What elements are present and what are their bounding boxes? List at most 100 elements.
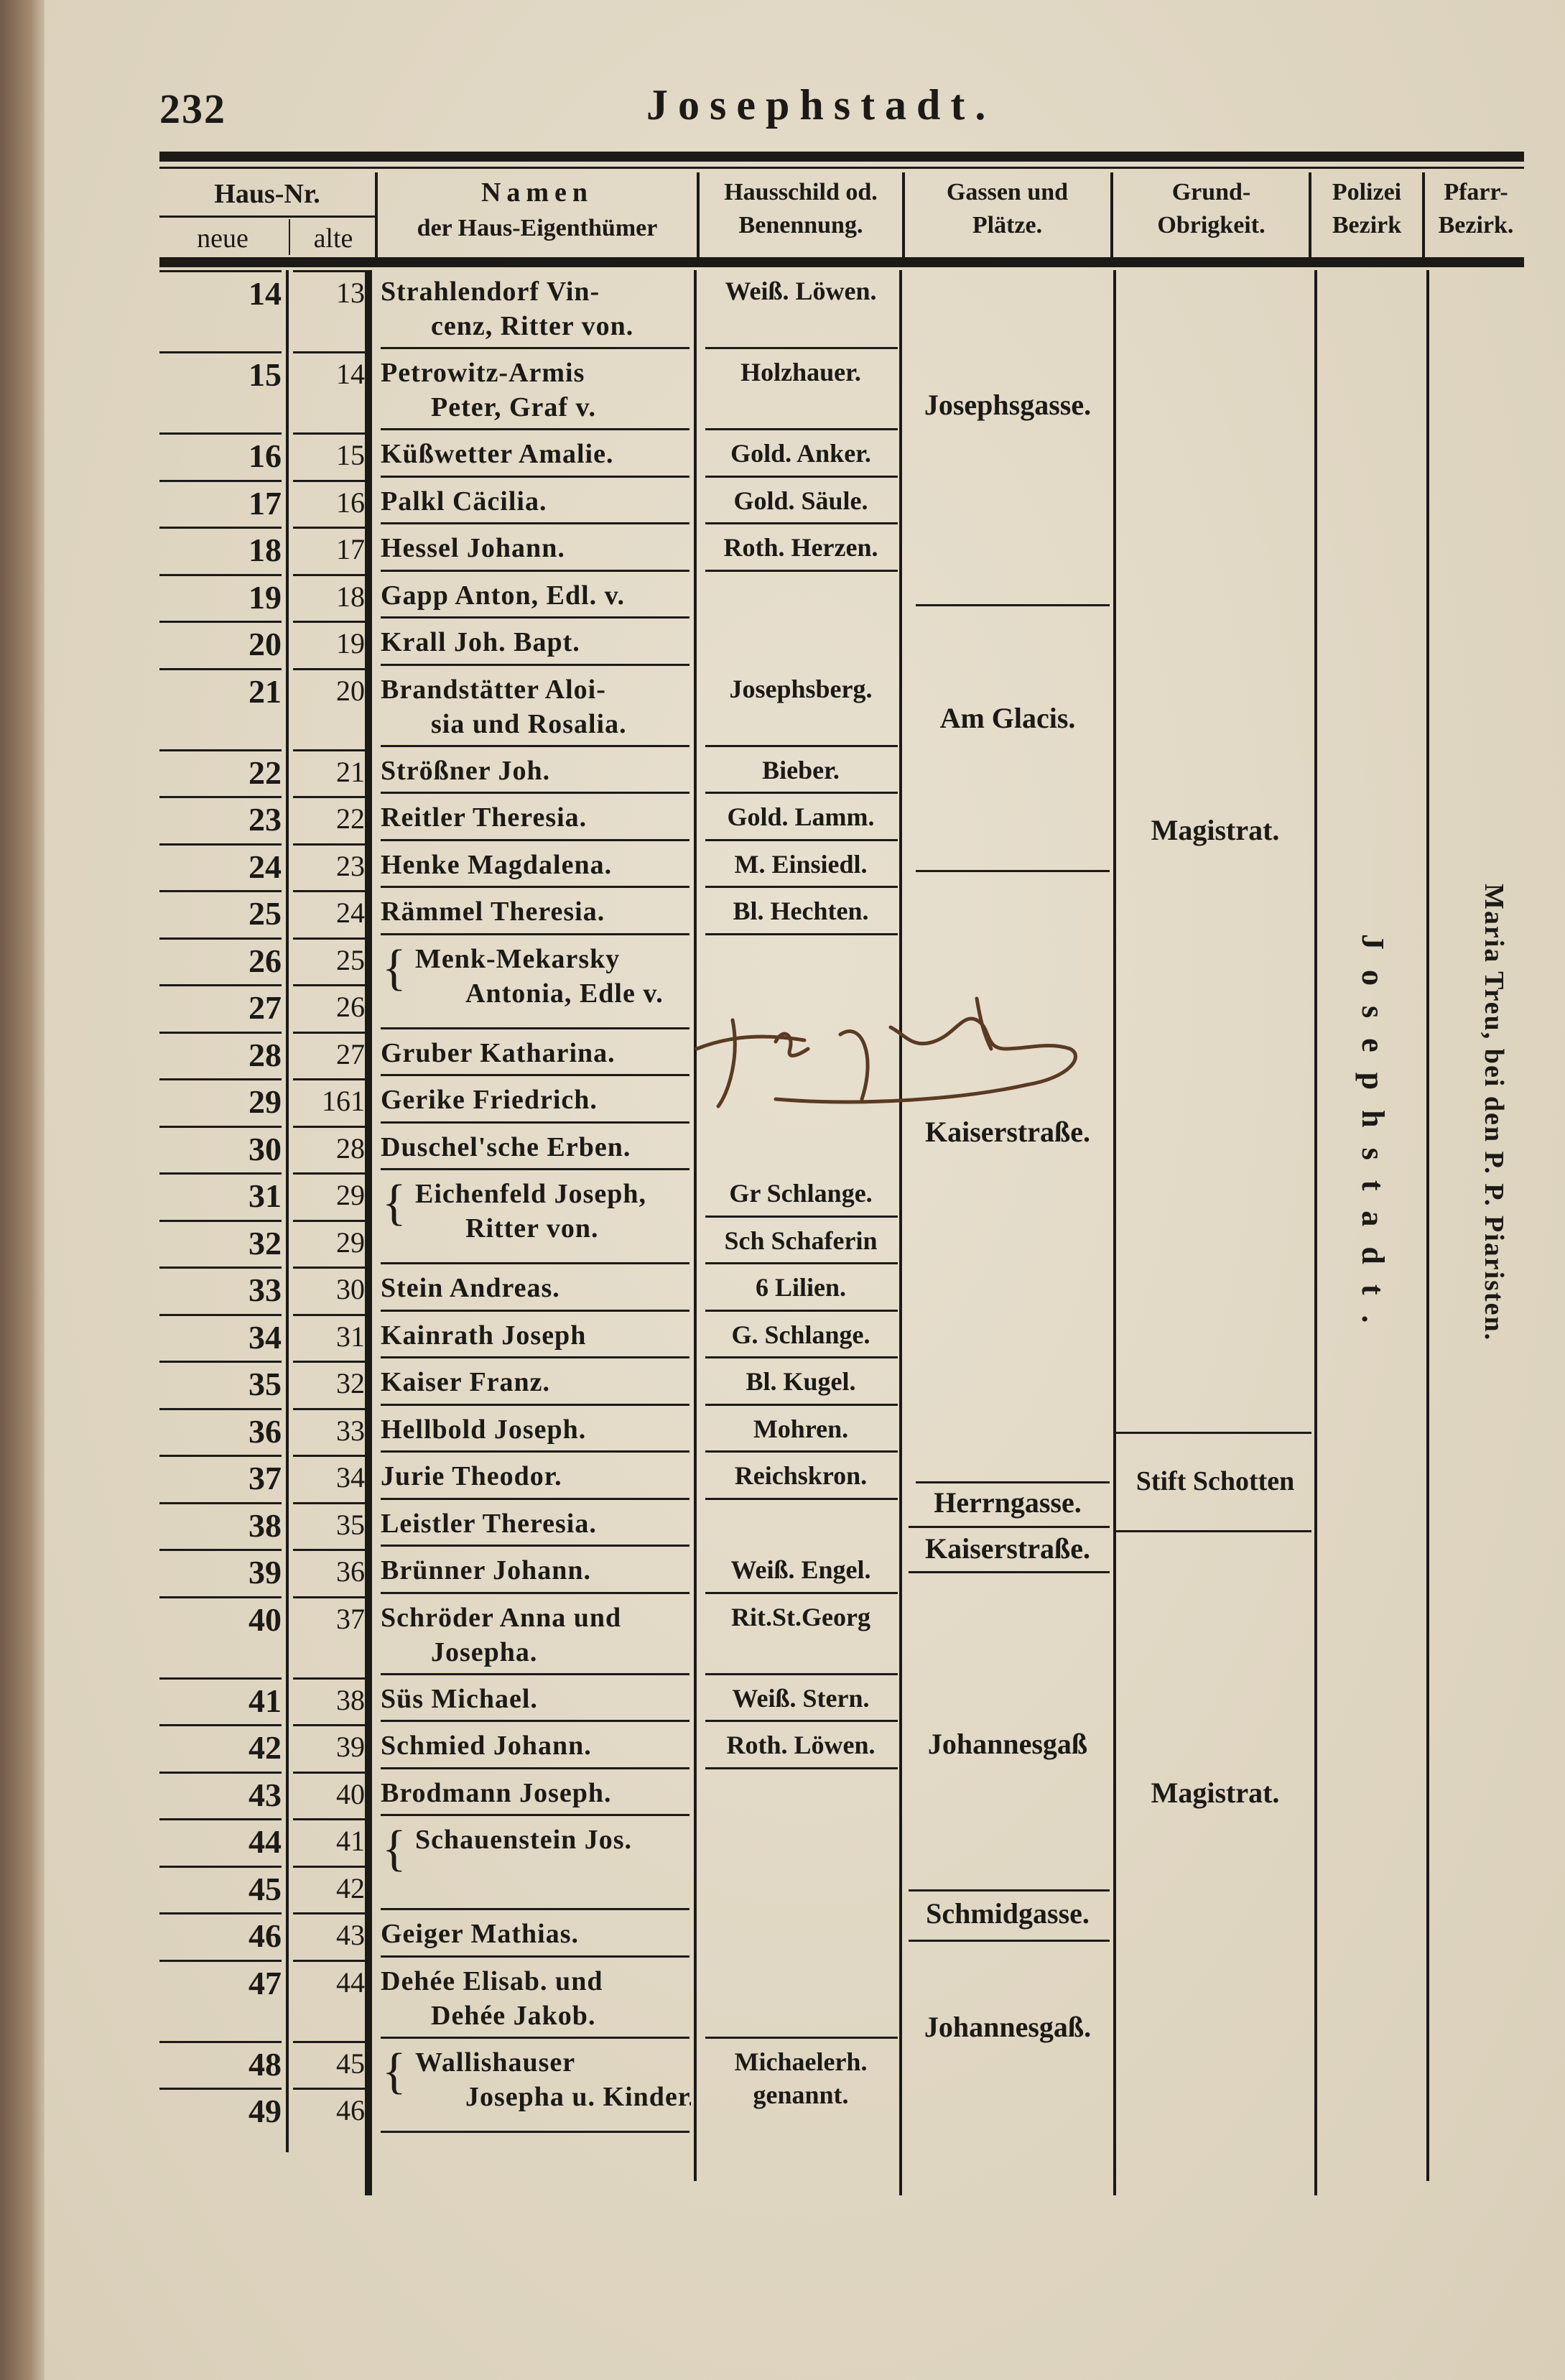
gasse-entry: Kaiserstraße. — [925, 1532, 1090, 1565]
page-number: 232 — [159, 85, 226, 132]
owner-name-line: Reitler Theresia. — [381, 802, 588, 833]
name-divider — [381, 616, 689, 619]
handwritten-annotation — [695, 996, 1077, 1108]
row-divider-neue — [159, 527, 282, 529]
house-number-old: 27 — [336, 1037, 365, 1070]
header-obrigkeit: Obrigkeit. — [1157, 212, 1266, 239]
header-separator — [375, 172, 378, 257]
house-number-old: 42 — [336, 1871, 365, 1904]
name-divider — [381, 1403, 689, 1406]
name-divider — [381, 1767, 689, 1769]
owner-name-line: Hellbold Joseph. — [381, 1414, 587, 1445]
column-line-gassen-grund — [1113, 270, 1116, 2195]
header-namen: Namen — [480, 177, 594, 208]
gasse-entry: Kaiserstraße. — [925, 1116, 1090, 1148]
house-number-new: 42 — [249, 1729, 282, 1766]
sign-divider — [705, 569, 898, 572]
row-divider-neue — [159, 1549, 282, 1551]
column-line-name-sign — [694, 270, 697, 2181]
owner-name-line: Peter, Graf v. — [431, 392, 596, 422]
gasse-entry: Josephsgasse. — [924, 389, 1092, 421]
house-number-new: 37 — [249, 1460, 282, 1496]
house-number-old: 39 — [336, 1731, 365, 1763]
owner-name-line: Gapp Anton, Edl. v. — [381, 580, 626, 611]
house-sign: Gold. Säule. — [733, 486, 868, 515]
owner-name-line: Kainrath Joseph — [381, 1320, 587, 1351]
sign-divider — [705, 744, 898, 747]
row-divider-alte — [293, 667, 365, 670]
owner-name: Duschel'sche Erben. — [381, 1130, 691, 1164]
house-number-new: 35 — [249, 1366, 282, 1402]
house-number-new: 45 — [249, 1870, 282, 1907]
sign-divider — [705, 792, 898, 794]
owner-name: Kaiser Franz. — [381, 1365, 691, 1399]
row-divider-alte — [293, 1959, 365, 1962]
house-number-old: 46 — [336, 2094, 365, 2126]
owner-name: Kainrath Joseph — [381, 1318, 691, 1353]
owner-name: Gerike Friedrich. — [381, 1083, 691, 1117]
owner-name-line: Stein Andreas. — [381, 1273, 560, 1303]
sign-divider — [705, 1591, 898, 1594]
brace-icon: { — [382, 1175, 407, 1231]
row-divider-alte — [293, 479, 365, 482]
owner-name-line: Gerike Friedrich. — [381, 1085, 598, 1115]
column-line-grund-polizei — [1314, 270, 1317, 2195]
gasse-divider — [916, 1481, 1110, 1483]
house-sign: 6 Lilien. — [755, 1273, 847, 1302]
row-divider-neue — [159, 1912, 282, 1914]
gasse-entry: Johannesgaß — [927, 1728, 1088, 1760]
house-number-old: 21 — [336, 755, 365, 788]
owner-name-line: Küßwetter Amalie. — [381, 439, 614, 469]
house-sign: Sch Schaferin — [724, 1226, 878, 1255]
owner-name: Schmied Johann. — [381, 1728, 691, 1763]
owner-name: Geiger Mathias. — [381, 1917, 691, 1951]
row-divider-neue — [159, 1677, 282, 1680]
handwriting-stroke — [975, 996, 993, 1051]
row-divider-neue — [159, 1219, 282, 1222]
page-paper — [45, 0, 1565, 2380]
house-number-new: 16 — [249, 437, 282, 474]
owner-name: Jurie Theodor. — [381, 1459, 691, 1494]
sign-divider — [705, 1309, 898, 1312]
row-divider-alte — [293, 1865, 365, 1868]
grund-divider — [1116, 1530, 1311, 1532]
owner-name-line: Gruber Katharina. — [381, 1037, 616, 1068]
header-neue: neue — [197, 223, 249, 254]
haus-nr-divider — [159, 216, 375, 218]
house-number-new: 41 — [249, 1682, 282, 1719]
name-divider — [381, 1356, 689, 1358]
row-divider-neue — [159, 2040, 282, 2043]
house-sign: Weiß. Engel. — [730, 1555, 871, 1584]
house-number-new: 33 — [249, 1272, 282, 1308]
row-divider-alte — [293, 1267, 365, 1269]
gasse-divider — [909, 1571, 1110, 1573]
row-divider-alte — [293, 1677, 365, 1680]
row-divider-neue — [159, 667, 282, 670]
owner-name-line: cenz, Ritter von. — [431, 311, 634, 341]
house-sign: Roth. Herzen. — [723, 533, 878, 562]
row-divider-neue — [159, 1865, 282, 1868]
row-divider-neue — [159, 1501, 282, 1504]
name-divider — [381, 1309, 689, 1312]
owner-name: Hessel Johann. — [381, 531, 691, 565]
owner-name: Eichenfeld Joseph, Ritter von. — [415, 1177, 691, 1246]
header-separator — [289, 219, 290, 255]
row-divider-alte — [293, 1361, 365, 1363]
row-divider-alte — [293, 796, 365, 798]
house-number-old: 16 — [336, 486, 365, 519]
sign-divider — [705, 1403, 898, 1406]
row-divider-alte — [293, 1501, 365, 1504]
grund-entry: Magistrat. — [1151, 1777, 1280, 1809]
sign-divider — [705, 1672, 898, 1675]
sign-divider — [705, 838, 898, 841]
header-separator — [697, 172, 700, 257]
owner-name-line: Brodmann Joseph. — [381, 1777, 612, 1808]
house-number-new: 23 — [249, 801, 282, 838]
handwriting-stroke — [716, 1018, 737, 1108]
house-number-old: 33 — [336, 1414, 365, 1447]
row-divider-alte — [293, 1818, 365, 1820]
name-divider — [381, 886, 689, 888]
house-number-old: 35 — [336, 1508, 365, 1541]
row-divider-alte — [293, 843, 365, 846]
name-divider — [381, 428, 689, 430]
